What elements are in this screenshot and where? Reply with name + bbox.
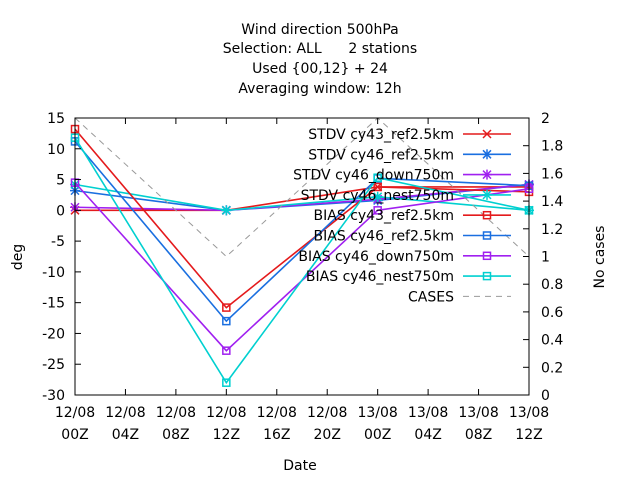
y-tick-label: -20: [42, 326, 65, 342]
legend-item: BIAS cy46_nest750m: [306, 269, 511, 285]
legend-label: BIAS cy46_down750m: [298, 249, 454, 265]
legend-label: CASES: [408, 289, 454, 305]
legend-label: BIAS cy43_ref2.5km: [314, 208, 454, 224]
series-line: [74, 137, 530, 385]
y2-axis-label: No cases: [592, 226, 608, 289]
series-line: [74, 183, 530, 212]
chart-title-line-2: Selection: ALL 2 stations: [222, 41, 418, 57]
x-tick-label-date: 12/08: [257, 405, 297, 421]
y-tick-label: 15: [47, 111, 65, 127]
legend-label: BIAS cy46_ref2.5km: [314, 229, 454, 245]
y-tick-label: -10: [42, 265, 65, 281]
legend: STDV cy43_ref2.5km STDV cy46_ref2.5km STDV…: [293, 127, 511, 305]
chart-title-line-3: Used {00,12} + 24: [252, 61, 388, 77]
square-marker: [482, 231, 492, 240]
legend-item: CASES: [408, 289, 511, 305]
square-marker: [222, 346, 231, 355]
legend-item: STDV cy46_ref2.5km: [308, 147, 511, 163]
x-tick-label-date: 12/08: [105, 405, 145, 421]
series-line: [74, 182, 530, 352]
x-tick-label-date: 12/08: [307, 405, 347, 421]
y2-tick-label: 1.8: [541, 139, 563, 155]
y2-tick-label: 1.2: [541, 222, 563, 238]
y-tick-label: -30: [42, 388, 65, 404]
y2-tick-label: 1: [541, 250, 550, 266]
legend-item: BIAS cy46_down750m: [298, 249, 511, 265]
y2-tick-label: 2: [541, 111, 550, 127]
x-tick-label-hour: 16Z: [263, 427, 290, 443]
y-tick-label: 5: [56, 173, 65, 189]
series-line: [74, 128, 530, 309]
series-line: [74, 183, 530, 212]
legend-label: STDV cy46_nest750m: [301, 188, 454, 204]
y2-tick-label: 0: [541, 388, 550, 404]
square-marker: [373, 206, 382, 215]
series-line: [75, 186, 529, 212]
star-marker: [482, 149, 492, 160]
series-line: [74, 140, 530, 323]
x-tick-label-hour: 04Z: [414, 427, 441, 443]
y2-tick-label: 0.4: [541, 333, 563, 349]
square-marker: [482, 210, 492, 220]
x-tick-label-hour: 08Z: [162, 427, 189, 443]
chart-title-line-4: Averaging window: 12h: [238, 81, 402, 97]
x-tick-label-date: 13/08: [408, 405, 448, 421]
cross-marker: [482, 129, 492, 139]
x-tick-label-hour: 00Z: [364, 427, 391, 443]
square-marker: [482, 251, 492, 261]
x-tick-label-hour: 00Z: [61, 427, 88, 443]
legend-item: STDV cy46_down750m: [293, 168, 511, 184]
legend-label: STDV cy43_ref2.5km: [308, 127, 454, 143]
legend-item: BIAS cy43_ref2.5km: [314, 208, 511, 224]
series-cases: [74, 117, 530, 258]
square-marker: [222, 316, 231, 326]
y2-tick-label: 0.2: [541, 360, 563, 376]
x-tick-label-hour: 20Z: [314, 427, 341, 443]
star-marker: [482, 189, 492, 200]
y-tick-label: -15: [42, 296, 65, 312]
series-layer: [70, 117, 534, 387]
square-marker: [222, 378, 231, 387]
y2-tick-label: 0.6: [541, 305, 563, 321]
y-axis-label: deg: [10, 244, 26, 270]
x-tick-label-date: 12/08: [55, 405, 95, 421]
y-tick-label: 0: [56, 203, 65, 219]
x-axis-label: Date: [283, 458, 316, 474]
y2-tick-label: 1.6: [541, 166, 563, 182]
axes-layer: 15 10 5 0 -5 -10 -15 -20 -25 -30 2 1.8 1.6 1.4 1.2 1 0.8…: [42, 111, 563, 443]
square-marker: [482, 271, 492, 281]
x-tick-label-hour: 04Z: [112, 427, 139, 443]
square-marker: [373, 173, 382, 182]
legend-item: BIAS cy46_ref2.5km: [314, 229, 511, 245]
legend-label: STDV cy46_ref2.5km: [308, 147, 454, 163]
x-tick-label-date: 13/08: [458, 405, 498, 421]
star-marker: [221, 205, 232, 216]
y2-tick-label: 0.8: [541, 277, 563, 293]
y2-tick-label: 1.4: [541, 194, 563, 210]
series-line: [74, 117, 530, 258]
legend-item: STDV cy46_nest750m: [301, 188, 511, 204]
x-tick-label-hour: 08Z: [465, 427, 492, 443]
y-tick-label: -25: [42, 357, 65, 373]
star-marker: [482, 169, 492, 180]
y-tick-label: 10: [47, 142, 65, 158]
legend-label: BIAS cy46_nest750m: [306, 269, 454, 285]
x-tick-label-date: 12/08: [156, 405, 196, 421]
legend-label: STDV cy46_down750m: [293, 168, 454, 184]
x-tick-label-hour: 12Z: [515, 427, 542, 443]
y-tick-label: -5: [51, 234, 65, 250]
x-tick-label-date: 13/08: [509, 405, 549, 421]
square-marker: [222, 303, 231, 312]
star-marker: [372, 191, 383, 202]
square-marker: [373, 182, 382, 192]
x-tick-label-date: 13/08: [357, 405, 397, 421]
x-tick-label-date: 12/08: [206, 405, 246, 421]
legend-item: STDV cy43_ref2.5km: [308, 127, 511, 143]
x-tick-label-hour: 12Z: [213, 427, 240, 443]
chart-title-line-1: Wind direction 500hPa: [241, 22, 399, 38]
